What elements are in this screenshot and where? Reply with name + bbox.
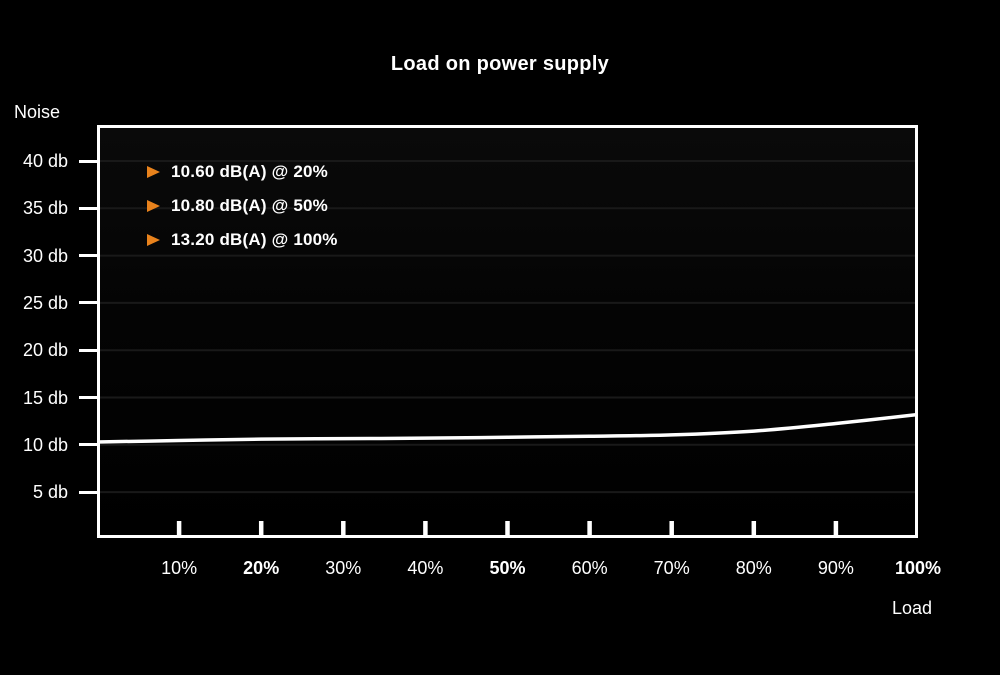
y-tick-label: 15 db	[22, 387, 68, 408]
x-tick-label: 50%	[489, 558, 526, 578]
triangle-right-icon	[147, 200, 160, 212]
x-tick-label: 100%	[894, 558, 942, 578]
annotation-list: 10.60 dB(A) @ 20% 10.80 dB(A) @ 50% 13.20 …	[147, 162, 338, 264]
annotation-text: 13.20 dB(A) @ 100%	[171, 230, 338, 249]
annotation-row: 10.60 dB(A) @ 20%	[147, 162, 338, 182]
y-tick-label: 35 db	[22, 198, 68, 219]
annotation-row: 10.80 dB(A) @ 50%	[147, 196, 338, 216]
y-tick-label: 25 db	[22, 292, 68, 313]
y-tick-mark	[79, 254, 97, 258]
plot-area	[97, 125, 918, 538]
gridlines	[97, 160, 918, 494]
plot-background	[97, 125, 918, 538]
x-tick-label: 10%	[161, 558, 198, 578]
triangle-right-icon	[147, 234, 160, 246]
y-tick-mark	[79, 348, 97, 352]
x-tick-label: 70%	[653, 558, 690, 578]
y-tick-label: 5 db	[32, 482, 68, 503]
plot-border	[97, 125, 918, 538]
x-tick-marks	[176, 521, 839, 536]
y-tick-mark	[79, 443, 97, 447]
y-tick-mark	[79, 301, 97, 305]
y-tick-label: 30 db	[22, 245, 68, 266]
annotation-text: 10.80 dB(A) @ 50%	[171, 196, 328, 215]
y-tick-label: 20 db	[22, 340, 68, 361]
x-axis-title: Load	[891, 598, 933, 618]
x-tick-label: 80%	[735, 558, 772, 578]
annotation-text: 10.60 dB(A) @ 20%	[171, 162, 328, 181]
y-axis-title: Noise	[14, 102, 61, 122]
annotation-row: 13.20 dB(A) @ 100%	[147, 230, 338, 250]
y-tick-label: 40 db	[22, 151, 68, 171]
y-tick-mark	[79, 159, 97, 163]
triangle-right-icon	[147, 166, 160, 178]
x-tick-label: 40%	[407, 558, 444, 578]
y-tick-label: 10 db	[22, 434, 68, 455]
x-tick-label: 90%	[817, 558, 854, 578]
noise-curve	[97, 412, 918, 444]
x-tick-label: 30%	[325, 558, 362, 578]
chart-title: Load on power supply	[390, 53, 610, 75]
y-tick-mark	[79, 490, 97, 494]
y-tick-mark	[79, 206, 97, 210]
x-tick-label: 60%	[571, 558, 608, 578]
x-tick-label: 20%	[243, 558, 280, 578]
y-tick-mark	[79, 396, 97, 399]
